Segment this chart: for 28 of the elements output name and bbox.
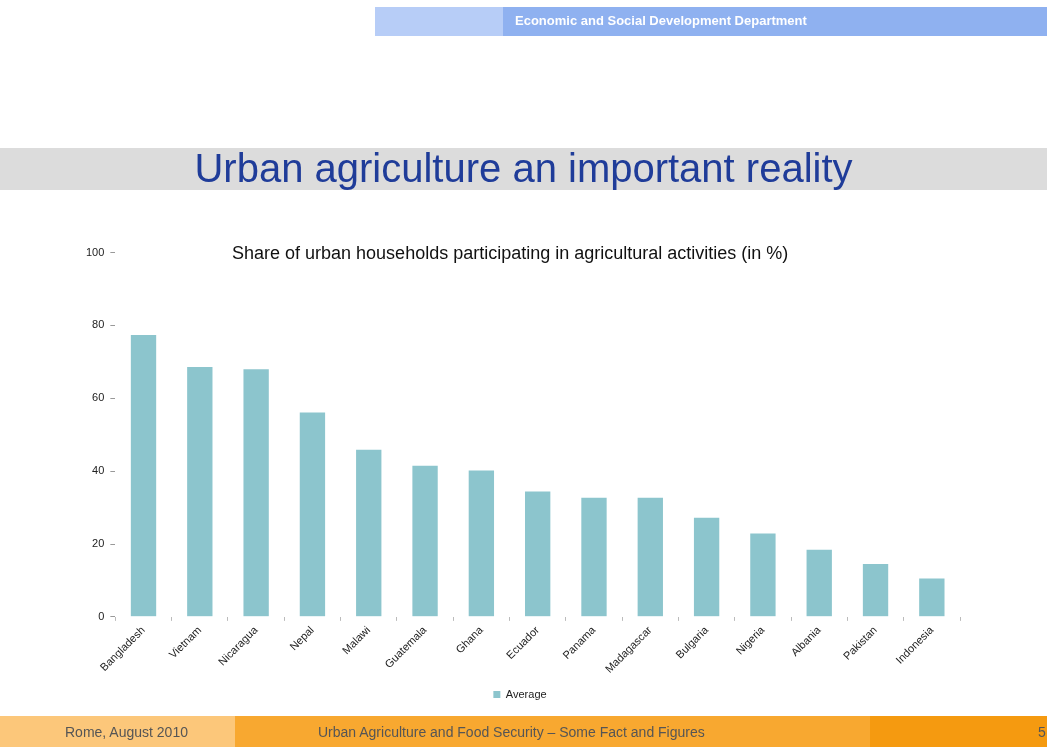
bar [862, 564, 889, 617]
bar [525, 491, 551, 617]
y-tick-label: 40 [92, 464, 105, 477]
text: Rome, August 2010 [65, 724, 188, 740]
bar [299, 412, 326, 617]
legend-label: Average [505, 687, 547, 700]
chart-subtitle: Share of urban households participating in agricultural activities (in %) [232, 243, 789, 264]
bar [693, 517, 720, 617]
bar [806, 549, 832, 617]
bar [187, 366, 213, 617]
bar [412, 465, 438, 617]
bar [750, 533, 776, 617]
bar [919, 578, 945, 617]
bar [468, 470, 495, 617]
y-tick-label: 60 [92, 391, 105, 404]
bar [130, 334, 157, 617]
y-tick-label: 20 [92, 537, 105, 550]
y-tick-label: 0 [98, 609, 105, 622]
y-tick-label: 100 [85, 245, 105, 258]
y-tick-label: 80 [92, 318, 105, 331]
bar [637, 497, 663, 617]
bar [243, 369, 269, 617]
text: Urban Agriculture and Food Security – Some Fact and Figures [318, 724, 705, 740]
chart-title: Urban agriculture an important reality [0, 146, 1047, 191]
text: Economic and Social Development Department [515, 13, 807, 28]
text: 5 [1038, 724, 1046, 740]
bar [356, 449, 382, 617]
bar [581, 497, 607, 617]
